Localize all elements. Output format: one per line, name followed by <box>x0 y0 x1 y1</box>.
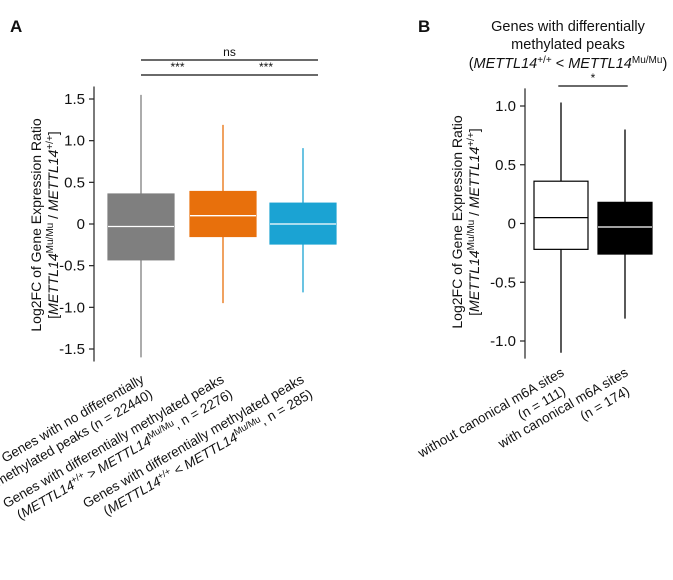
panel-b-title-line3: (METTL14+/+ < METTL14Mu/Mu) <box>469 55 668 72</box>
box-iqr <box>597 201 653 255</box>
panel-b-boxes <box>533 102 653 353</box>
panel-b-label: B <box>418 17 430 36</box>
panel-b-y-tick-label: -1.0 <box>490 333 516 350</box>
panel-a-y-tick-label: 0 <box>77 216 85 233</box>
panel-a-sig-bracket-2: *** <box>214 60 318 76</box>
panel-b-significance: * <box>558 71 628 87</box>
box-iqr <box>189 190 257 238</box>
panel-a-y-tick-label: 0.5 <box>64 174 85 191</box>
panel-b-y-tick-label: 0 <box>508 216 516 233</box>
panel-b-x-labels: without canonical m6A sites (n = 111) wi… <box>415 364 633 461</box>
panel-a-y-tick-label: -0.5 <box>59 258 85 275</box>
sig-label: ns <box>223 45 236 59</box>
panel-b-title-line2: methylated peaks <box>511 37 625 53</box>
panel-a-box-2 <box>189 124 257 304</box>
panel-a-y-axis-title: Log2FC of Gene Expression Ratio [METTL14… <box>28 118 61 331</box>
panel-a-x-labels: Genes with no differentially methylated … <box>0 371 315 522</box>
sig-label: * <box>591 71 596 85</box>
box-iqr <box>533 180 589 250</box>
panel-a-label: A <box>10 17 22 36</box>
panel-b-title-line1: Genes with differentially <box>491 19 645 35</box>
panel-a-box-1 <box>107 94 175 358</box>
panel-b-y-tick-label: 1.0 <box>495 98 516 115</box>
panel-b-y-tick-label: 0.5 <box>495 157 516 174</box>
panel-b-y-axis-title-line1: Log2FC of Gene Expression Ratio <box>449 115 465 328</box>
panel-a-y-tick-label: 1.5 <box>64 91 85 108</box>
panel-b-y-axis-title-line2: [METTL14Mu/Mu / METTL14+/+] <box>466 128 482 315</box>
sig-label: *** <box>259 60 273 74</box>
panel-b-y-tick-label: -0.5 <box>490 274 516 291</box>
panel-a-y-axis-title-line1: Log2FC of Gene Expression Ratio <box>28 118 44 331</box>
sig-label: *** <box>170 60 184 74</box>
panel-a-y-tick-label: -1.5 <box>59 341 85 358</box>
panel-b-y-axis: 1.0 0.5 0 -0.5 -1.0 <box>490 88 526 359</box>
panel-b-box-2 <box>597 129 653 319</box>
panel-a-boxes <box>107 94 337 358</box>
panel-b: B Genes with differentially methylated p… <box>415 17 668 461</box>
panel-b-y-axis-title: Log2FC of Gene Expression Ratio [METTL14… <box>449 115 482 328</box>
panel-a-box-3 <box>269 148 337 293</box>
panel-a-sig-bracket-3: ns <box>141 45 318 61</box>
panel-a: A 1.5 1.0 0.5 0 -0.5 -1.0 -1.5 *** *** ns Log2FC… <box>0 17 337 522</box>
panel-b-box-1 <box>533 102 589 353</box>
panel-b-title: Genes with differentially methylated pea… <box>469 19 668 72</box>
panel-b-x-label-2: with canonical m6A sites (n = 174) <box>495 364 632 451</box>
panel-a-y-tick-label: 1.0 <box>64 133 85 150</box>
panel-a-sig-bracket-1: *** <box>141 60 214 76</box>
panel-a-y-axis-title-line2: [METTL14Mu/Mu / METTL14+/+] <box>45 131 61 318</box>
panel-a-significance: *** *** ns <box>141 45 318 76</box>
panel-b-sig-bracket-1: * <box>558 71 628 87</box>
panel-a-y-tick-label: -1.0 <box>59 299 85 316</box>
panel-a-y-axis: 1.5 1.0 0.5 0 -0.5 -1.0 -1.5 <box>59 86 95 362</box>
